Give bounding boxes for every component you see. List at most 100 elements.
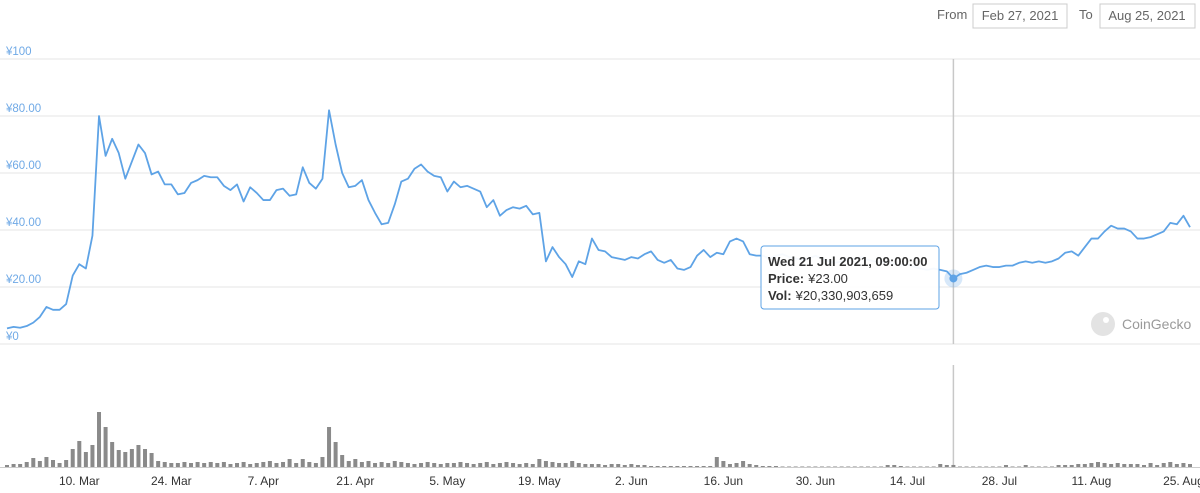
volume-bar — [1017, 466, 1022, 467]
volume-bar — [484, 462, 489, 467]
volume-bar — [18, 464, 23, 467]
volume-bar — [438, 464, 443, 467]
to-input[interactable] — [1099, 3, 1196, 29]
volume-bar — [1155, 465, 1160, 467]
volume-bar — [1135, 464, 1140, 467]
volume-bar — [727, 464, 732, 467]
volume-bar — [1174, 464, 1179, 467]
volume-bar — [787, 466, 792, 467]
volume-bar — [1128, 464, 1133, 467]
volume-bar — [149, 453, 154, 467]
volume-bar — [918, 466, 923, 467]
volume-bar — [254, 463, 259, 467]
volume-bar — [1082, 464, 1087, 467]
volume-bar — [826, 466, 831, 467]
volume-bar — [83, 452, 88, 467]
volume-bar — [162, 462, 167, 467]
volume-bar — [294, 463, 299, 467]
volume-bar — [642, 465, 647, 467]
volume-bar — [116, 450, 121, 467]
volume-bar — [1069, 465, 1074, 467]
volume-bar — [990, 466, 995, 467]
volume-bar — [136, 445, 141, 467]
volume-bar — [1148, 463, 1153, 467]
volume-bar — [813, 466, 818, 467]
volume-bar — [110, 442, 115, 467]
volume-bar — [925, 466, 930, 467]
volume-bar — [865, 466, 870, 467]
volume-bar — [767, 466, 772, 467]
tooltip-price-label: Price: — [768, 271, 804, 286]
x-tick-label: 7. Apr — [248, 474, 279, 488]
volume-bar — [622, 465, 627, 467]
volume-bar — [392, 461, 397, 467]
volume-bar — [1023, 465, 1028, 467]
volume-bar — [123, 452, 128, 467]
volume-bar — [662, 466, 667, 467]
volume-bar — [971, 466, 976, 467]
volume-bar — [708, 466, 713, 467]
volume-bar — [537, 459, 542, 467]
volume-bar — [478, 463, 483, 467]
volume-bar — [248, 464, 253, 467]
volume-bar — [1181, 463, 1186, 467]
volume-bar — [37, 461, 42, 467]
from-label: From — [937, 7, 967, 22]
volume-bar — [340, 455, 345, 467]
volume-bar — [208, 462, 213, 467]
y-tick-label: ¥0 — [5, 331, 19, 343]
volume-bar — [563, 463, 568, 467]
volume-bar — [741, 461, 746, 467]
volume-bar — [1089, 463, 1094, 467]
volume-bar — [195, 462, 200, 467]
volume-bar — [31, 458, 36, 467]
x-tick-label: 19. May — [518, 474, 561, 488]
volume-bar — [215, 463, 220, 467]
volume-bar — [261, 462, 266, 467]
volume-bar — [1188, 464, 1192, 467]
volume-bar — [570, 461, 575, 467]
tooltip-box — [760, 245, 940, 310]
volume-bar — [892, 465, 897, 467]
volume-bar — [471, 464, 476, 467]
volume-bar — [780, 466, 785, 467]
volume-bar — [1036, 466, 1041, 467]
volume-bar — [458, 462, 463, 467]
volume-bar — [1161, 463, 1166, 467]
tooltip-price: Price: ¥23.00 — [768, 271, 848, 286]
to-value[interactable]: Aug 25, 2021 — [1108, 8, 1185, 23]
volume-bar — [675, 466, 680, 467]
from-value[interactable]: Feb 27, 2021 — [982, 8, 1059, 23]
y-tick-label: ¥20.00 — [5, 274, 41, 286]
volume-bar — [1095, 462, 1100, 467]
volume-bar — [64, 460, 69, 467]
x-tick-label: 16. Jun — [704, 474, 743, 488]
volume-bar — [984, 466, 989, 467]
volume-bar — [419, 463, 424, 467]
volume-bar — [1030, 466, 1035, 467]
x-tick-label: 25. Aug — [1163, 474, 1200, 488]
volume-bar — [175, 463, 180, 467]
x-tick-label: 24. Mar — [151, 474, 192, 488]
from-input[interactable] — [972, 3, 1068, 29]
volume-bar — [1056, 465, 1061, 467]
volume-bar — [833, 466, 838, 467]
volume-bar — [5, 465, 9, 467]
volume-bar — [156, 461, 161, 467]
volume-bar — [754, 465, 759, 467]
x-tick-label: 30. Jun — [796, 474, 835, 488]
volume-bar — [386, 463, 391, 467]
volume-bar — [241, 462, 246, 467]
volume-bar — [905, 466, 910, 467]
y-tick-label: ¥40.00 — [5, 217, 41, 229]
volume-bar — [129, 449, 134, 467]
volume-bar — [320, 457, 325, 467]
volume-bar — [359, 462, 364, 467]
volume-bar — [681, 466, 686, 467]
volume-bar — [366, 461, 371, 467]
volume-bar — [373, 463, 378, 467]
volume-bar — [649, 466, 654, 467]
volume-bar — [793, 466, 798, 467]
x-tick-label: 21. Apr — [336, 474, 374, 488]
volume-bar — [714, 457, 719, 467]
